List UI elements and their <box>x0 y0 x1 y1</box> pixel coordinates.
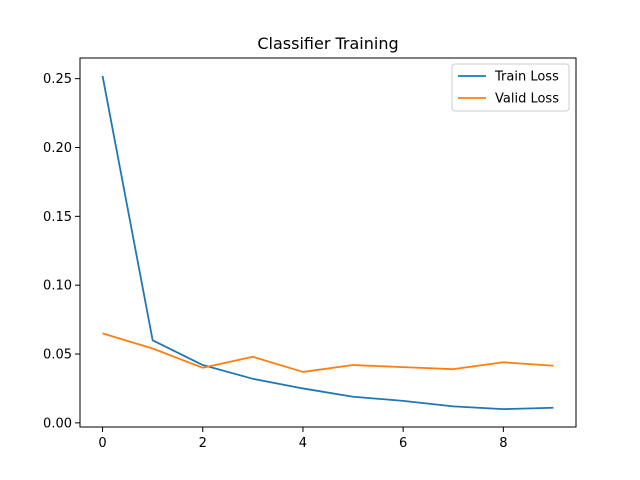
chart-title: Classifier Training <box>257 34 398 53</box>
x-tick-label: 6 <box>399 436 407 451</box>
x-tick-label: 0 <box>98 436 106 451</box>
legend-label: Valid Loss <box>495 92 559 107</box>
y-tick-label: 0.10 <box>43 279 72 294</box>
x-tick-label: 8 <box>499 436 507 451</box>
axes-frame <box>79 57 577 428</box>
x-tick-label: 4 <box>299 436 307 451</box>
y-tick-label: 0.00 <box>43 416 72 431</box>
legend-label: Train Loss <box>494 70 559 85</box>
plot-area: 0 2 4 6 8 0.00 0.05 0.10 0.15 0.20 0.25 <box>43 72 554 451</box>
y-tick-label: 0.05 <box>43 348 72 363</box>
y-tick-label: 0.25 <box>43 72 72 87</box>
series-line-valid-loss <box>102 332 554 373</box>
y-tick-label: 0.15 <box>43 210 72 225</box>
x-tick-label: 2 <box>199 436 207 451</box>
series-line-train-loss <box>101 75 554 411</box>
y-tick-label: 0.20 <box>43 141 72 156</box>
legend: Train Loss Valid Loss <box>451 63 570 112</box>
